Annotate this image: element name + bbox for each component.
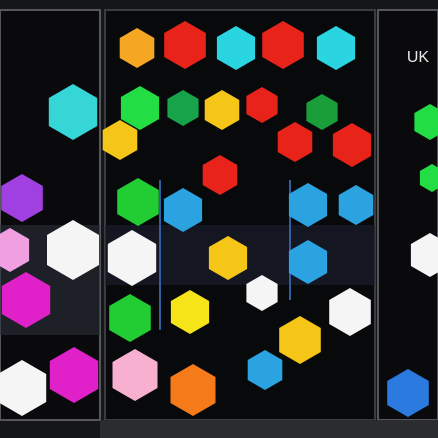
hexagon[interactable] — [332, 123, 372, 167]
hexagon[interactable] — [102, 120, 138, 160]
hexagon[interactable] — [216, 26, 256, 70]
hexagon[interactable] — [117, 178, 159, 226]
hexagon[interactable] — [1, 272, 51, 328]
hexagon[interactable] — [0, 228, 30, 272]
hexagon[interactable] — [414, 104, 438, 140]
hexagon[interactable] — [112, 349, 158, 401]
hexagon[interactable] — [1, 174, 43, 222]
hexagon[interactable] — [419, 164, 438, 192]
hexagon[interactable] — [120, 86, 160, 130]
hexagon[interactable] — [316, 26, 356, 70]
taskbar — [100, 420, 438, 438]
hexagon[interactable] — [246, 275, 278, 311]
hexagon[interactable] — [410, 233, 438, 277]
hexagon[interactable] — [47, 220, 99, 280]
right-panel — [377, 9, 438, 421]
hexagon[interactable] — [279, 316, 321, 364]
hexagon[interactable] — [306, 94, 338, 130]
hexagon[interactable] — [170, 290, 210, 334]
hexagon[interactable] — [170, 364, 216, 416]
hexagon[interactable] — [49, 347, 99, 403]
hexagon[interactable] — [163, 188, 203, 232]
hexagon[interactable] — [329, 288, 371, 336]
hexagon[interactable] — [277, 122, 313, 162]
hexagon[interactable] — [288, 240, 328, 284]
hexagon[interactable] — [208, 236, 248, 280]
hexagon[interactable] — [204, 90, 240, 130]
hexagon[interactable] — [202, 155, 238, 195]
hexagon[interactable] — [109, 294, 151, 342]
hexagon[interactable] — [48, 84, 98, 140]
hexagon[interactable] — [246, 87, 278, 123]
label: UK — [407, 49, 430, 66]
hexagon[interactable] — [164, 21, 206, 69]
hexagon[interactable] — [0, 360, 47, 416]
hexagon[interactable] — [107, 230, 157, 286]
hexagon[interactable] — [247, 350, 283, 390]
hexagon[interactable] — [167, 90, 199, 126]
hexagon[interactable] — [119, 28, 155, 68]
hexagon[interactable] — [338, 185, 374, 225]
hexagon[interactable] — [262, 21, 304, 69]
hexagon[interactable] — [288, 183, 328, 227]
hexagon-group — [0, 21, 438, 417]
hexagon[interactable] — [387, 369, 429, 417]
